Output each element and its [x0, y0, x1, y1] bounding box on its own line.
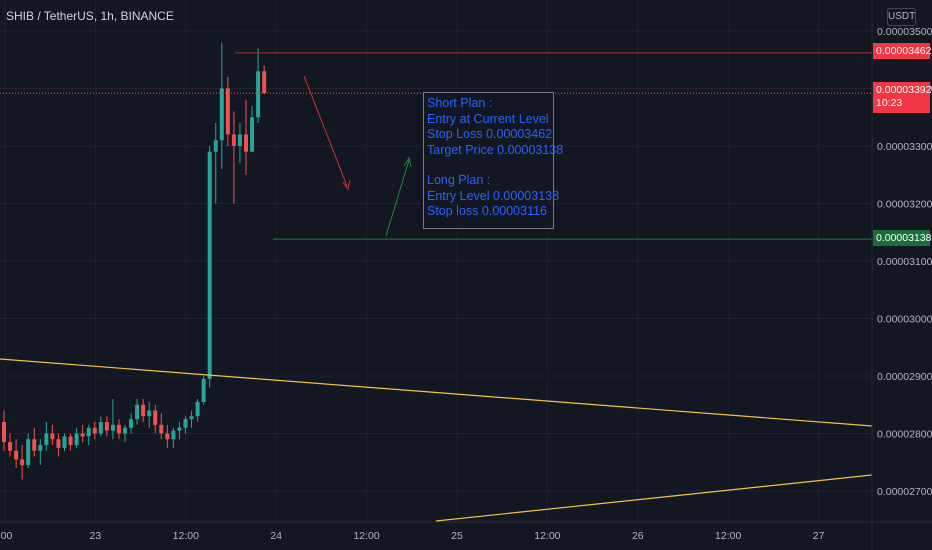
candle	[44, 422, 49, 451]
candle	[141, 399, 146, 422]
candle	[80, 424, 85, 443]
y-tick-label: 0.00003200	[877, 199, 932, 211]
note-line: Stop loss 0.00003116	[427, 204, 548, 218]
candle	[62, 433, 67, 451]
x-tick-label: 27	[813, 530, 825, 542]
candle	[225, 77, 230, 146]
candle	[38, 439, 43, 466]
candle	[20, 445, 25, 480]
candle	[153, 404, 158, 434]
x-tick-label: 23	[90, 530, 102, 542]
long-arrow	[385, 156, 412, 237]
countdown-label: 10:23	[876, 97, 903, 109]
y-tick-label: 0.00002900	[877, 371, 932, 383]
candle	[32, 427, 37, 457]
time-axis[interactable]: :00 23 12:00 24 12:00 25 12:00 26 12:00 27	[0, 521, 932, 542]
y-tick-label: 0.00003300	[877, 141, 932, 153]
candle	[123, 424, 127, 443]
candle	[201, 376, 206, 405]
note-line: Entry at Current Level	[427, 111, 549, 126]
y-tick-label: 0.00003000	[877, 314, 932, 326]
candle	[98, 416, 103, 437]
y-tick-label: 0.00003100	[877, 256, 932, 268]
candle	[86, 424, 91, 445]
candle	[219, 42, 224, 169]
note-line: Target Price 0.00003138	[427, 142, 564, 157]
candle	[237, 123, 242, 164]
candle	[110, 399, 115, 440]
y-tick-label: 0.00002800	[877, 429, 932, 441]
candle	[104, 416, 109, 437]
x-tick-label: 26	[632, 530, 644, 542]
short-arrow	[303, 75, 351, 191]
candle	[165, 424, 170, 448]
target-price-label: 0.00003138	[876, 232, 932, 244]
stop-price-tag: 0.00003462	[873, 43, 932, 59]
candle	[68, 433, 73, 451]
note-line: Entry Level 0.00003138	[427, 188, 560, 203]
grid-lines	[0, 0, 872, 522]
ascending-trendline	[435, 474, 873, 522]
current-price-label: 0.00003392	[876, 84, 932, 96]
candle	[231, 111, 236, 204]
currency-badge[interactable]: USDT	[887, 8, 916, 26]
x-tick-label: 24	[270, 530, 282, 542]
candle	[171, 427, 176, 448]
candle	[8, 433, 13, 457]
note-line: Stop Loss 0.00003462	[427, 127, 553, 141]
x-tick-label: 12:00	[534, 530, 560, 542]
candle	[74, 427, 79, 448]
note-line: Long Plan :	[427, 173, 491, 187]
candle	[116, 419, 121, 440]
x-tick-label: 25	[451, 530, 463, 542]
x-tick-label: :00	[0, 530, 12, 542]
note-line: Short Plan :	[427, 96, 493, 110]
candle	[207, 146, 212, 388]
candle	[250, 105, 255, 152]
trade-plan-note[interactable]: Short Plan : Entry at Current Level Stop…	[423, 92, 564, 229]
descending-trendline	[0, 358, 873, 427]
current-price-tag: 0.00003392 10:23	[873, 82, 932, 113]
x-tick-label: 12:00	[173, 530, 199, 542]
x-tick-label: 12:00	[715, 530, 741, 542]
candle	[159, 413, 164, 440]
candle	[244, 100, 248, 175]
candle	[195, 399, 200, 422]
symbol-title: SHIB / TetherUS, 1h, BINANCE	[6, 9, 174, 23]
candle	[135, 399, 140, 425]
candle	[50, 424, 55, 445]
candle	[183, 416, 188, 434]
trend-drawings	[0, 75, 873, 522]
candle	[147, 401, 152, 428]
note-line	[427, 158, 550, 173]
candle	[129, 413, 134, 434]
candle	[26, 433, 31, 468]
candle	[56, 433, 61, 457]
candle	[177, 422, 182, 440]
candle	[256, 48, 261, 123]
horizontal-levels	[0, 52, 872, 240]
candle	[92, 422, 97, 440]
candle	[14, 439, 19, 468]
candle	[262, 65, 267, 95]
y-tick-label: 0.00003500	[877, 26, 932, 38]
target-price-tag: 0.00003138	[873, 230, 932, 246]
candle	[213, 123, 218, 204]
y-tick-label: 0.00002700	[877, 486, 932, 498]
x-tick-label: 12:00	[353, 530, 379, 542]
stop-price-label: 0.00003462	[876, 45, 932, 57]
candle	[189, 410, 194, 428]
candle	[2, 410, 6, 451]
candlestick-series	[2, 42, 267, 480]
